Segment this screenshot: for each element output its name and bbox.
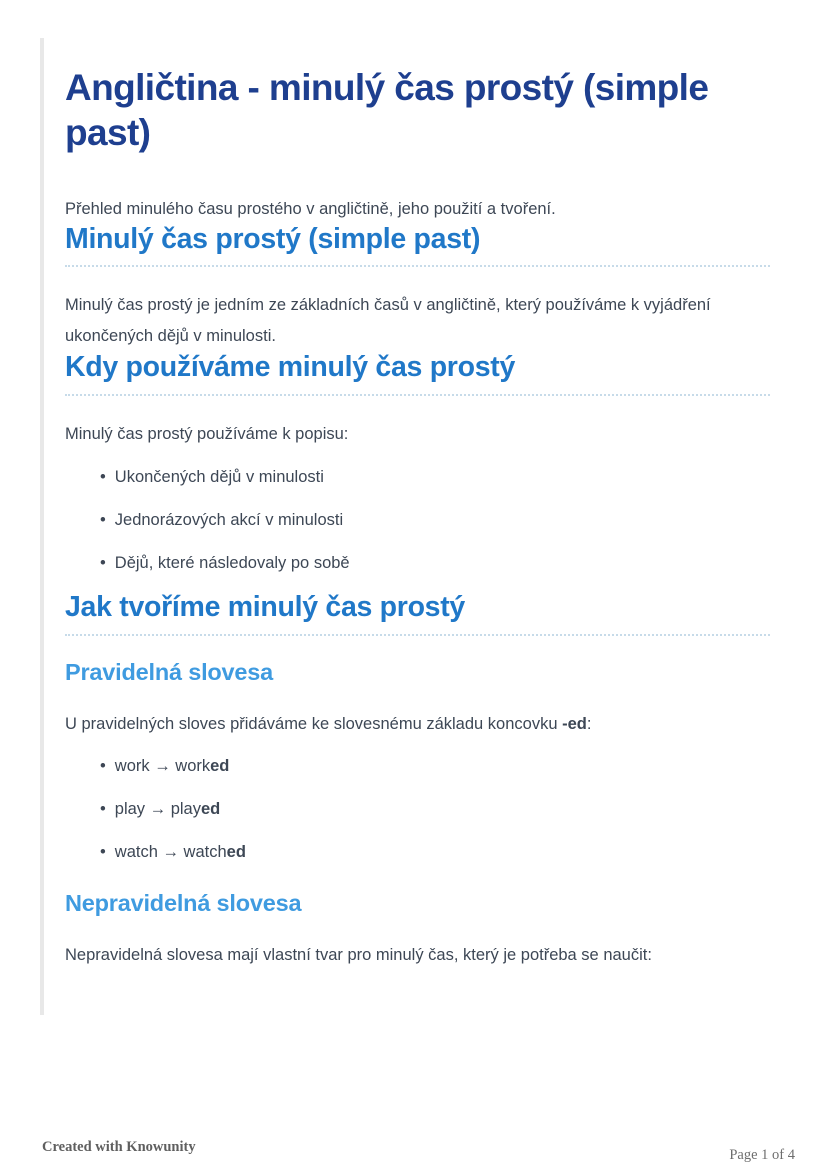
section-simple-past-paragraph: Minulý čas prostý je jedním ze základníc… <box>65 296 711 345</box>
list-item: Ukončených dějů v minulosti <box>100 462 770 492</box>
usage-bullet-list: Ukončených dějů v minulosti Jednorázovýc… <box>65 462 770 578</box>
list-item: play → played <box>100 794 770 824</box>
irregular-verbs-lead: Nepravidelná slovesa mají vlastní tvar p… <box>65 946 652 965</box>
document-card: Angličtina - minulý čas prostý (simple p… <box>40 38 788 1015</box>
section-heading-when-used: Kdy používáme minulý čas prostý <box>65 351 770 397</box>
doc-intro-text: Přehled minulého času prostého v angličt… <box>65 200 556 219</box>
subsection-heading-irregular-verbs: Nepravidelná slovesa <box>65 890 302 917</box>
section-when-used-lead: Minulý čas prostý používáme k popisu: <box>65 425 349 444</box>
list-item: Jednorázových akcí v minulosti <box>100 505 770 535</box>
section-heading-how-formed: Jak tvoříme minulý čas prostý <box>65 591 770 636</box>
list-item: watch → watched <box>100 837 770 867</box>
regular-verbs-lead: U pravidelných sloves přidáváme ke slove… <box>65 714 592 733</box>
list-item: work → worked <box>100 751 770 781</box>
subsection-heading-regular-verbs: Pravidelná slovesa <box>65 658 274 685</box>
footer-page-number: Page 1 of 4 <box>729 1147 795 1163</box>
section-heading-simple-past: Minulý čas prostý (simple past) <box>65 223 770 268</box>
footer-credit: Created with Knowunity <box>42 1139 196 1155</box>
regular-verbs-list: work → worked play → played watch → watc… <box>65 751 770 867</box>
page-title: Angličtina - minulý čas prostý (simple p… <box>65 67 709 154</box>
list-item: Dějů, které následovaly po sobě <box>100 548 770 578</box>
